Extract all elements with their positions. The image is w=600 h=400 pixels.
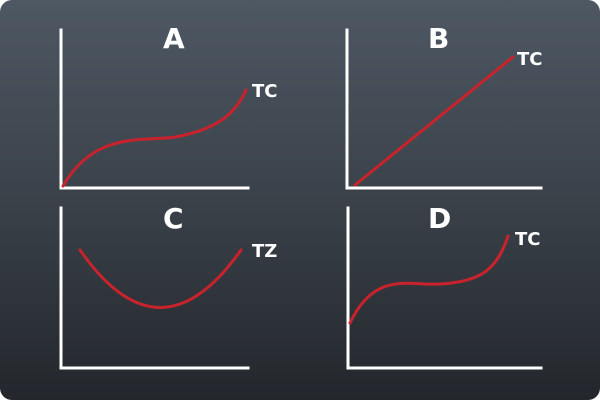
panel-a-letter: A: [163, 22, 185, 55]
panel-d-curve: [348, 234, 510, 325]
panel-c-axes: [59, 206, 250, 370]
panel-d-letter: D: [428, 202, 451, 235]
panel-b-letter: B: [428, 22, 449, 55]
panel-b-axes: [345, 28, 543, 190]
panel-a-curve: [61, 88, 248, 188]
panel-c-letter: C: [163, 202, 184, 235]
panel-c-curve-label: TZ: [252, 241, 277, 262]
panel-a-axes: [59, 28, 250, 190]
panel-a-curve-label: TC: [252, 81, 278, 102]
panel-b-curve: [353, 55, 515, 187]
panel-b-curve-label: TC: [517, 49, 543, 70]
panel-c-curve: [78, 248, 243, 309]
panel-c: C TZ: [59, 202, 277, 370]
panel-d-axes: [346, 206, 543, 370]
panel-d: D TC: [346, 202, 543, 370]
panel-d-curve-label: TC: [515, 229, 541, 250]
panel-a: A TC: [59, 22, 278, 190]
panel-b: B TC: [345, 22, 543, 190]
